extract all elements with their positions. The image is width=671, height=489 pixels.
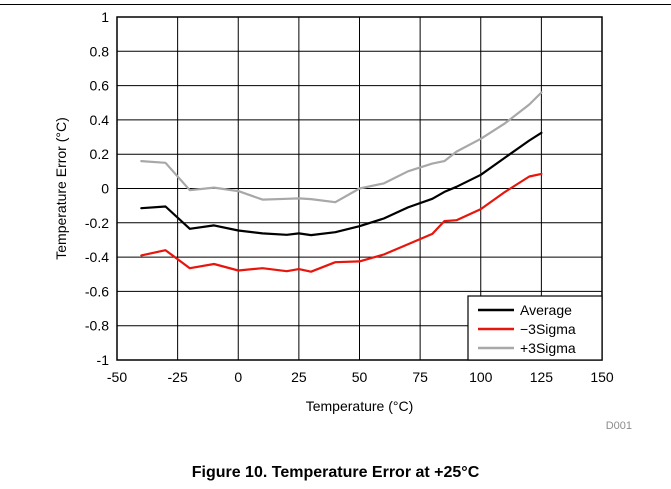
y-tick-label: -0.8	[85, 318, 109, 334]
legend-label: Average	[520, 302, 572, 318]
series-line-1	[140, 172, 543, 273]
x-tick-labels: -50 -25 0 25 50 75 100 125 150	[107, 369, 614, 385]
x-tick-label: 150	[590, 369, 614, 385]
temperature-error-chart: -50 -25 0 25 50 75 100 125 150 -1 -0.8 -0.6 -0.4 -0.…	[53, 9, 632, 432]
legend-box	[467, 295, 603, 361]
x-tick-label: -25	[168, 369, 188, 385]
y-tick-labels: -1 -0.8 -0.6 -0.4 -0.2 0 0.2 0.4 0.6 0.8 1	[85, 9, 109, 368]
y-axis-title: Temperature Error (°C)	[53, 117, 69, 260]
y-tick-label: -0.6	[85, 283, 109, 299]
x-tick-label: -50	[107, 369, 127, 385]
y-tick-label: -1	[97, 352, 110, 368]
legend-label: −3Sigma	[520, 321, 576, 337]
series-line-0	[140, 131, 543, 237]
y-tick-label: 0	[101, 181, 109, 197]
y-tick-label: 0.4	[90, 112, 110, 128]
x-tick-label: 75	[412, 369, 428, 385]
x-tick-label: 100	[469, 369, 493, 385]
figure-code-label: D001	[606, 420, 632, 432]
plot-area-frame	[116, 16, 603, 361]
series-line-2	[140, 91, 543, 204]
legend-label: +3Sigma	[520, 340, 576, 356]
y-tick-label: -0.4	[85, 249, 109, 265]
legend: Average −3Sigma +3Sigma	[467, 295, 603, 361]
x-tick-label: 50	[352, 369, 368, 385]
y-tick-label: -0.2	[85, 215, 109, 231]
figure-caption: Figure 10. Temperature Error at +25°C	[191, 464, 480, 481]
x-tick-label: 25	[291, 369, 307, 385]
y-tick-label: 0.6	[90, 78, 110, 94]
y-tick-label: 0.8	[90, 43, 110, 59]
x-tick-label: 125	[530, 369, 554, 385]
y-tick-label: 1	[101, 9, 109, 25]
x-axis-title: Temperature (°C)	[306, 398, 414, 414]
y-tick-label: 0.2	[90, 146, 110, 162]
top-rule	[0, 4, 671, 5]
grid	[117, 17, 602, 360]
x-tick-label: 0	[234, 369, 242, 385]
series-lines	[140, 91, 543, 273]
